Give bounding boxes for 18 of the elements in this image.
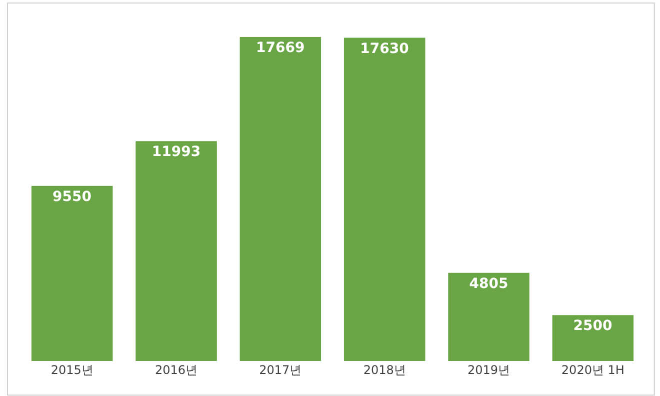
data-label: 17669 [256,40,305,56]
data-label: 9550 [52,188,92,205]
x-tick-label: 2015년 [50,363,94,377]
data-label: 4805 [469,276,508,292]
bar [31,186,113,361]
x-tick-label: 2016년 [154,363,198,377]
bar [448,272,530,361]
data-label: 17630 [360,40,410,57]
bar [136,141,217,361]
bar [240,37,322,361]
x-tick-label: 2019년 [467,363,510,377]
bar [552,315,634,361]
x-tick-label: 2018년 [363,363,406,377]
data-label: 11993 [152,144,201,160]
bar [344,38,426,361]
x-tick-label: 2017년 [259,363,302,377]
data-label: 2500 [573,318,613,334]
x-tick-label: 2020년 1H [561,363,624,377]
